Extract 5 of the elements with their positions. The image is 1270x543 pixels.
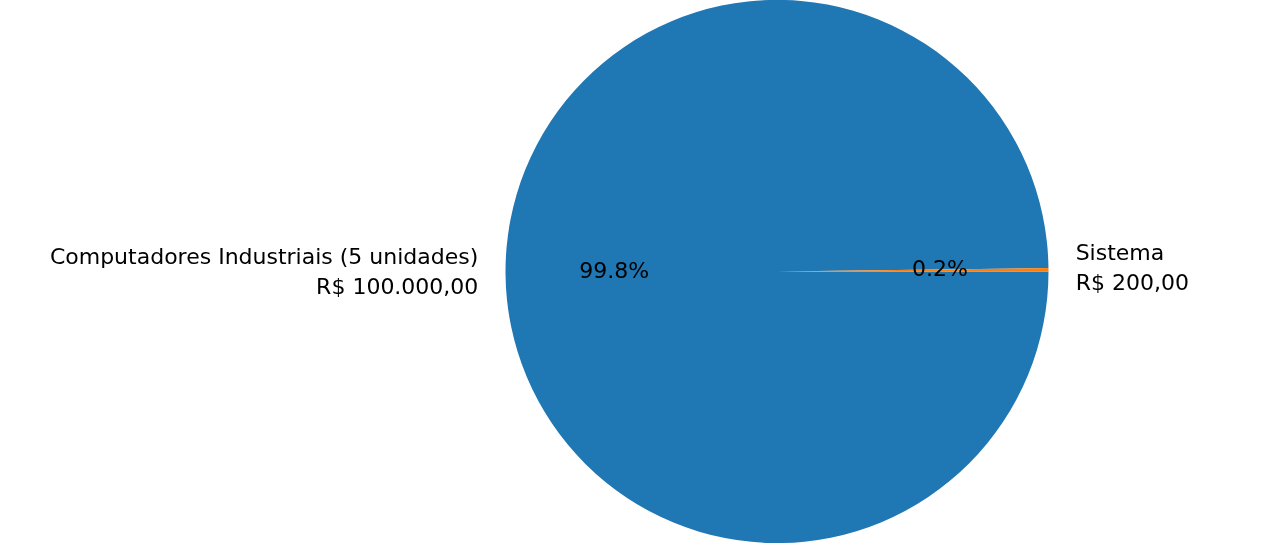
data-label: R$ 200,00 [1075, 270, 1189, 296]
slice-label: Computadores Industriais (5 unidades) [49, 244, 479, 270]
data-label: R$ 100.000,00 [316, 274, 479, 300]
text: 99.8% [579, 258, 650, 284]
slice-label: Sistema [1075, 240, 1165, 266]
